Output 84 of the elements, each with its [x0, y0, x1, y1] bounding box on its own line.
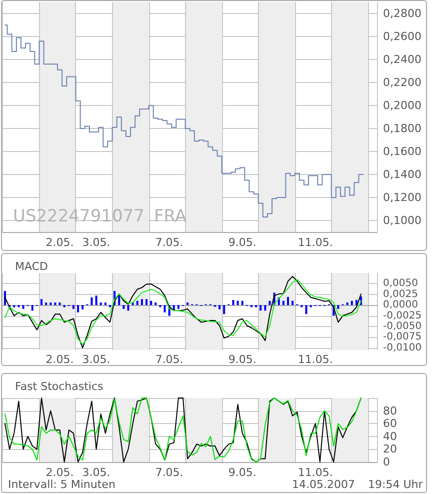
bar [145, 299, 148, 306]
x-tick-label: 11.05. [298, 353, 333, 366]
y-tick-label: 20 [383, 442, 397, 456]
bar [100, 302, 102, 306]
y-tick-label: 0,0000 [383, 300, 418, 311]
y-tick-label: 40 [383, 430, 397, 443]
line-series [4, 398, 362, 462]
bar [58, 302, 61, 306]
bar [268, 300, 271, 306]
y-tick-label: 80 [383, 404, 397, 418]
y-tick-label: 0,1200 [383, 191, 422, 204]
y-tick-label: -0,0100 [383, 342, 422, 354]
bar [77, 305, 80, 312]
bar [186, 302, 189, 306]
y-tick-label: 60 [383, 417, 397, 430]
bar [95, 296, 98, 306]
y-tick-label: 0 [383, 456, 390, 468]
x-tick-label: 3.05. [82, 466, 110, 479]
x-tick-label: 7.05. [155, 236, 184, 249]
bar [337, 305, 340, 309]
bar [355, 300, 358, 306]
bar [282, 300, 284, 306]
bar [286, 296, 289, 306]
text: Intervall: 5 Minuten [8, 478, 116, 491]
bar [136, 300, 138, 306]
bar [50, 302, 52, 306]
bar [54, 302, 56, 306]
bar [236, 300, 239, 306]
y-tick-label: 0,0050 [383, 278, 418, 290]
bar [218, 305, 221, 310]
bar [82, 305, 84, 310]
bar [140, 299, 143, 306]
x-tick-label: 9.05. [228, 236, 256, 249]
y-tick-label: 0,2800 [383, 7, 422, 20]
bar [260, 305, 262, 311]
bar [241, 300, 244, 306]
bar [305, 305, 308, 314]
x-tick-label: 2.05. [46, 236, 74, 249]
bar [264, 305, 266, 311]
x-tick-label: 2.05. [46, 353, 74, 366]
x-tick-label: 3.05. [82, 236, 110, 249]
x-tick-label: 11.05. [298, 466, 333, 479]
text: 14.05.2007 [292, 478, 355, 491]
bar [90, 297, 93, 306]
bar [150, 300, 152, 306]
y-tick-label: 0,1000 [383, 214, 422, 227]
y-tick-label: 0,2000 [383, 99, 422, 112]
chart-title: MACD [15, 260, 48, 273]
x-tick-label: 11.05. [298, 236, 333, 249]
x-tick-label: 9.05. [228, 353, 256, 366]
y-tick-label: -0,0075 [383, 332, 422, 343]
annotation: FRA [154, 206, 187, 226]
bar [346, 302, 348, 306]
bar [177, 305, 180, 309]
bar [72, 305, 74, 309]
bar [154, 302, 157, 306]
x-tick-label: 7.05. [155, 466, 184, 479]
y-tick-label: 0,2600 [383, 30, 422, 43]
annotation: US2224791077 [13, 206, 144, 226]
y-tick-label: 0,2200 [383, 76, 422, 89]
x-tick-label: 7.05. [155, 353, 184, 366]
y-tick-label: 0,1600 [383, 145, 422, 158]
bar [223, 305, 226, 314]
bar [127, 305, 130, 311]
x-tick-label: 3.05. [82, 353, 110, 366]
chart-title: Fast Stochastics [15, 380, 104, 393]
bar [232, 300, 234, 306]
x-tick-label: 9.05. [228, 466, 256, 479]
y-tick-label: 0,1400 [383, 168, 422, 181]
y-tick-label: 0,2400 [383, 53, 422, 66]
y-tick-label: 0,0025 [383, 288, 418, 300]
y-tick-label: -0,0050 [383, 320, 422, 332]
bar [292, 300, 294, 306]
text: 19:54 Uhr [368, 478, 424, 491]
bar [45, 302, 48, 306]
bar [22, 305, 24, 309]
bar [104, 302, 106, 306]
x-tick-label: 2.05. [46, 466, 74, 479]
bar [122, 305, 125, 309]
bar [40, 299, 43, 306]
y-tick-label: -0,0025 [383, 310, 422, 322]
y-tick-label: 0,1800 [383, 122, 422, 135]
bar [350, 300, 353, 306]
bar [164, 305, 166, 312]
